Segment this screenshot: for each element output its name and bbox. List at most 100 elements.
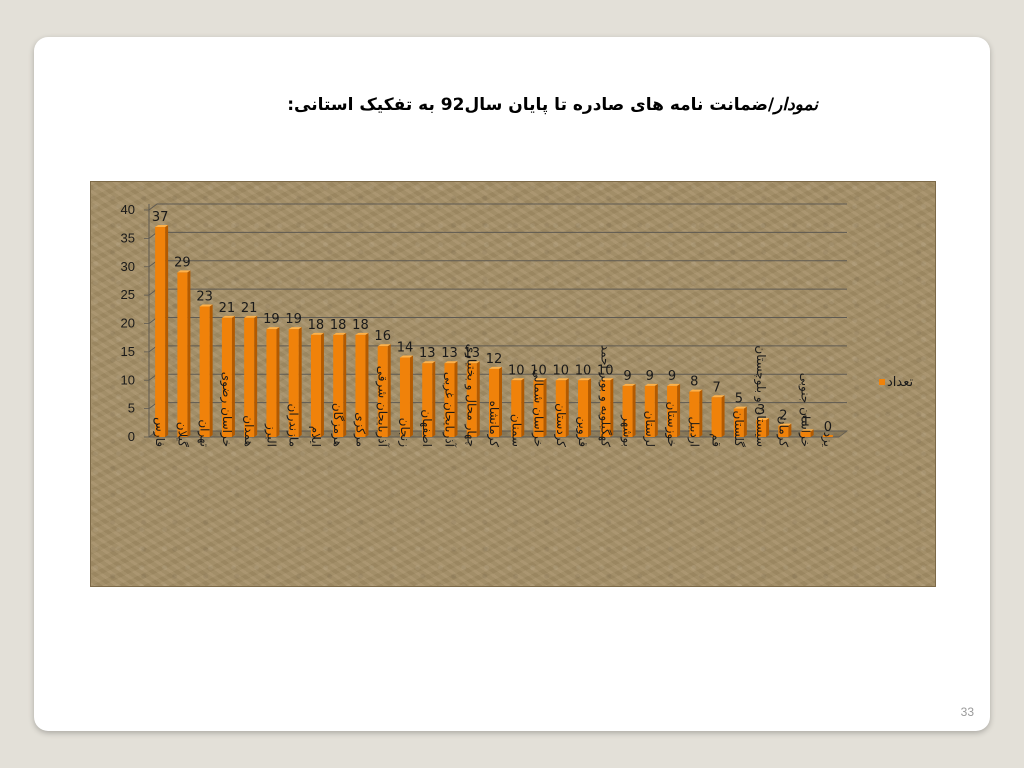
bar-side bbox=[476, 361, 480, 437]
bar-side bbox=[365, 332, 369, 437]
bar-side bbox=[454, 361, 458, 437]
data-label: 37 bbox=[152, 210, 169, 225]
page-number: 33 bbox=[960, 705, 974, 719]
bar bbox=[600, 380, 611, 437]
bar-side bbox=[610, 378, 614, 437]
data-label: 21 bbox=[219, 301, 236, 316]
bar bbox=[199, 306, 210, 437]
x-tick-label: خراسان جنوبی bbox=[798, 373, 813, 447]
bar-top bbox=[778, 423, 792, 426]
bar bbox=[489, 368, 499, 437]
x-tick-label: البرز bbox=[263, 423, 278, 447]
bar-side bbox=[810, 429, 814, 437]
x-tick-label: سمنان bbox=[509, 414, 523, 447]
y-tick-label: 40 bbox=[121, 202, 135, 217]
slide-title-text: ضمانت نامه های صادره تا پایان سال92 به ت… bbox=[287, 95, 768, 115]
bar bbox=[689, 391, 700, 437]
bar-top bbox=[600, 378, 614, 381]
bar-side bbox=[499, 366, 502, 437]
bar-top bbox=[333, 332, 347, 335]
gridline bbox=[148, 260, 847, 268]
bar bbox=[778, 425, 789, 437]
bar-top bbox=[377, 344, 391, 347]
bar-top bbox=[555, 378, 569, 381]
bar bbox=[511, 380, 522, 437]
bar bbox=[177, 272, 188, 437]
bar-top bbox=[711, 395, 725, 398]
bar-side bbox=[187, 270, 191, 437]
bar-top bbox=[266, 327, 280, 330]
bar bbox=[644, 385, 655, 437]
data-label: 10 bbox=[530, 363, 547, 378]
data-label: 21 bbox=[241, 301, 258, 316]
x-tick-label: کرمانشاه bbox=[486, 401, 501, 448]
bar bbox=[711, 397, 722, 437]
data-label: 9 bbox=[668, 369, 676, 384]
data-label: 19 bbox=[263, 312, 280, 327]
bar-top bbox=[444, 361, 458, 364]
bar-top bbox=[244, 315, 258, 318]
bar-top bbox=[644, 383, 658, 386]
gridline bbox=[148, 231, 847, 239]
bar-top bbox=[155, 225, 169, 228]
y-tick-label: 5 bbox=[128, 401, 135, 416]
bar-side bbox=[387, 344, 391, 437]
bar-side bbox=[766, 417, 770, 437]
x-tick-label: گلستان bbox=[732, 411, 746, 448]
chart-area: 0 5 10 15 20 25 30 35 40 37 29 23 21 21 19 19 18 18 18 16 14… bbox=[90, 181, 936, 587]
bar-top bbox=[399, 355, 413, 358]
y-tick-label: 0 bbox=[128, 429, 135, 444]
data-label: 16 bbox=[374, 329, 391, 344]
data-label: 5 bbox=[735, 392, 743, 407]
x-tick-label: خراسان شمالی bbox=[531, 369, 546, 447]
x-tick-label: مازندران bbox=[286, 404, 301, 447]
bar-top bbox=[622, 383, 636, 386]
data-label: 18 bbox=[308, 318, 325, 333]
data-label: 23 bbox=[196, 289, 213, 304]
bar bbox=[800, 431, 811, 437]
data-label: 10 bbox=[575, 363, 592, 378]
bar-side bbox=[276, 327, 280, 437]
data-label: 0 bbox=[824, 420, 832, 435]
bar-side bbox=[165, 225, 169, 437]
bar-side bbox=[699, 389, 703, 437]
bar-side bbox=[298, 327, 302, 437]
x-tick-label: هرمزگان bbox=[330, 403, 345, 447]
data-label: 8 bbox=[690, 375, 698, 390]
bar-side bbox=[677, 383, 681, 437]
x-tick-label: خوزستان bbox=[664, 401, 679, 447]
slide: نمودار/ضمانت نامه های صادره تا پایان سال… bbox=[34, 37, 990, 731]
y-tick-label: 15 bbox=[121, 344, 135, 359]
bar bbox=[667, 385, 678, 437]
legend-swatch bbox=[879, 379, 885, 385]
x-tick-label: خراسان رضوی bbox=[219, 372, 234, 447]
x-tick-label: گیلان bbox=[175, 422, 189, 448]
bar bbox=[266, 329, 277, 437]
bar-side bbox=[543, 378, 547, 437]
bar-side bbox=[654, 383, 658, 437]
bar-top bbox=[733, 406, 747, 409]
bar bbox=[355, 334, 366, 437]
bar-top bbox=[756, 417, 770, 420]
x-tick-label: فارس bbox=[152, 417, 167, 447]
y-tick-label: 25 bbox=[121, 287, 135, 302]
data-label: 9 bbox=[646, 369, 654, 384]
bar bbox=[333, 334, 344, 437]
bar-side bbox=[409, 355, 413, 437]
x-tick-label: کرمان bbox=[775, 416, 790, 448]
bar-side bbox=[721, 395, 725, 437]
y-tick-label: 35 bbox=[121, 230, 135, 245]
bar-side bbox=[588, 378, 592, 437]
x-tick-label: اردبیل bbox=[686, 416, 701, 447]
bar-top bbox=[466, 361, 480, 364]
slide-title-prefix: نمودار bbox=[774, 95, 818, 115]
x-tick-label: زنجان bbox=[397, 418, 412, 448]
data-label: 19 bbox=[285, 312, 302, 327]
bar-side bbox=[320, 332, 324, 437]
gridline bbox=[148, 288, 847, 296]
x-tick-label: یزد bbox=[820, 432, 835, 447]
x-tick-label: مرکزی bbox=[352, 412, 367, 447]
bar-side bbox=[632, 383, 636, 437]
data-label: 1 bbox=[801, 414, 809, 429]
